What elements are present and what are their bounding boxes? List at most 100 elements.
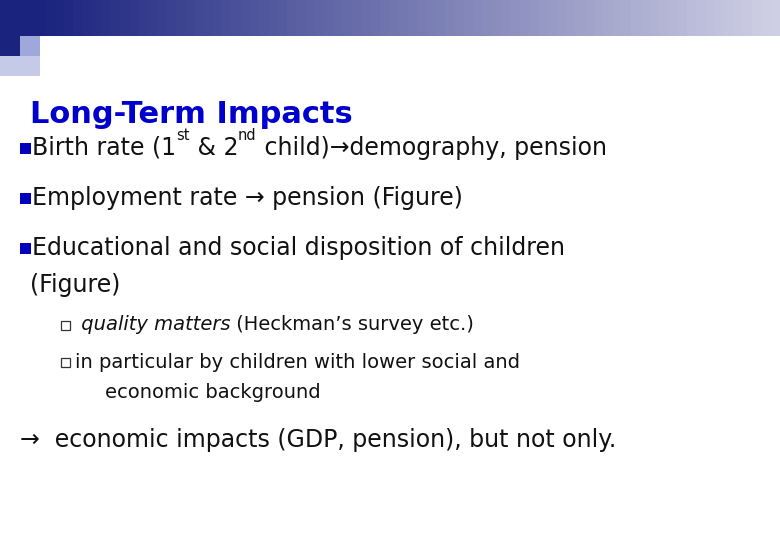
Bar xyxy=(296,0,306,36)
Bar xyxy=(771,0,780,36)
Text: Long-Term Impacts: Long-Term Impacts xyxy=(30,100,353,129)
Bar xyxy=(370,0,380,36)
Bar xyxy=(250,0,259,36)
Text: Educational and social disposition of children: Educational and social disposition of ch… xyxy=(32,236,565,260)
Bar xyxy=(594,0,603,36)
Bar xyxy=(55,0,64,36)
Bar xyxy=(566,0,576,36)
Bar xyxy=(761,0,771,36)
Bar xyxy=(353,0,361,36)
Bar xyxy=(622,0,631,36)
Bar xyxy=(83,0,92,36)
Bar xyxy=(278,0,287,36)
Text: & 2: & 2 xyxy=(190,136,238,160)
Bar xyxy=(213,0,222,36)
Bar xyxy=(101,0,111,36)
Bar xyxy=(147,0,157,36)
Bar xyxy=(557,0,566,36)
Text: (Heckman’s survey etc.): (Heckman’s survey etc.) xyxy=(231,315,474,334)
Bar xyxy=(0,36,20,56)
Bar xyxy=(706,0,715,36)
Bar xyxy=(129,0,138,36)
Bar xyxy=(92,0,101,36)
Bar xyxy=(603,0,612,36)
Bar xyxy=(668,0,678,36)
Bar xyxy=(678,0,687,36)
Bar xyxy=(138,0,147,36)
Bar xyxy=(176,0,185,36)
Bar xyxy=(576,0,585,36)
Bar xyxy=(724,0,733,36)
Bar xyxy=(73,0,83,36)
Bar xyxy=(501,0,510,36)
Bar xyxy=(631,0,640,36)
Bar xyxy=(548,0,557,36)
Bar xyxy=(61,321,70,329)
Bar xyxy=(194,0,204,36)
Bar xyxy=(389,0,399,36)
Bar xyxy=(45,0,55,36)
Text: →  economic impacts (GDP, pension), but not only.: → economic impacts (GDP, pension), but n… xyxy=(20,428,616,452)
Bar xyxy=(0,0,36,36)
Bar xyxy=(687,0,697,36)
Bar xyxy=(119,0,129,36)
Bar xyxy=(259,0,268,36)
Bar xyxy=(743,0,752,36)
Bar xyxy=(519,0,529,36)
Bar xyxy=(157,0,166,36)
Bar xyxy=(36,0,45,36)
Bar xyxy=(361,0,370,36)
Bar xyxy=(585,0,594,36)
Bar xyxy=(697,0,706,36)
Bar xyxy=(166,0,176,36)
Bar xyxy=(464,0,473,36)
Text: Birth rate (1: Birth rate (1 xyxy=(32,136,176,160)
Bar xyxy=(20,242,31,253)
Bar xyxy=(306,0,315,36)
Bar xyxy=(510,0,519,36)
Bar xyxy=(715,0,724,36)
Bar xyxy=(752,0,761,36)
Bar xyxy=(334,0,343,36)
Text: (Figure): (Figure) xyxy=(30,273,120,297)
Bar xyxy=(324,0,334,36)
Bar xyxy=(343,0,353,36)
Bar xyxy=(427,0,436,36)
Bar xyxy=(111,0,119,36)
Text: Employment rate → pension (Figure): Employment rate → pension (Figure) xyxy=(32,186,463,210)
Bar xyxy=(268,0,278,36)
Bar xyxy=(185,0,194,36)
Bar xyxy=(408,0,417,36)
Bar xyxy=(204,0,213,36)
Bar xyxy=(473,0,482,36)
Bar xyxy=(482,0,491,36)
Text: economic background: economic background xyxy=(105,383,321,402)
Bar xyxy=(232,0,240,36)
Bar xyxy=(64,0,73,36)
Text: in particular by children with lower social and: in particular by children with lower soc… xyxy=(75,353,520,372)
Bar xyxy=(0,56,40,76)
Bar xyxy=(61,357,70,367)
Bar xyxy=(640,0,650,36)
Bar xyxy=(733,0,743,36)
Text: quality matters: quality matters xyxy=(75,315,231,334)
Bar xyxy=(240,0,250,36)
Bar xyxy=(380,0,389,36)
Bar xyxy=(650,0,659,36)
Bar xyxy=(529,0,538,36)
Bar xyxy=(287,0,296,36)
Bar xyxy=(491,0,501,36)
Bar xyxy=(659,0,668,36)
Bar xyxy=(436,0,445,36)
Text: st: st xyxy=(176,128,190,143)
Bar xyxy=(315,0,324,36)
Bar xyxy=(455,0,464,36)
Bar xyxy=(538,0,548,36)
Bar xyxy=(417,0,427,36)
Text: nd: nd xyxy=(238,128,257,143)
Bar xyxy=(399,0,408,36)
Bar xyxy=(20,143,31,153)
Bar xyxy=(612,0,622,36)
Bar xyxy=(20,36,40,56)
Bar xyxy=(445,0,455,36)
